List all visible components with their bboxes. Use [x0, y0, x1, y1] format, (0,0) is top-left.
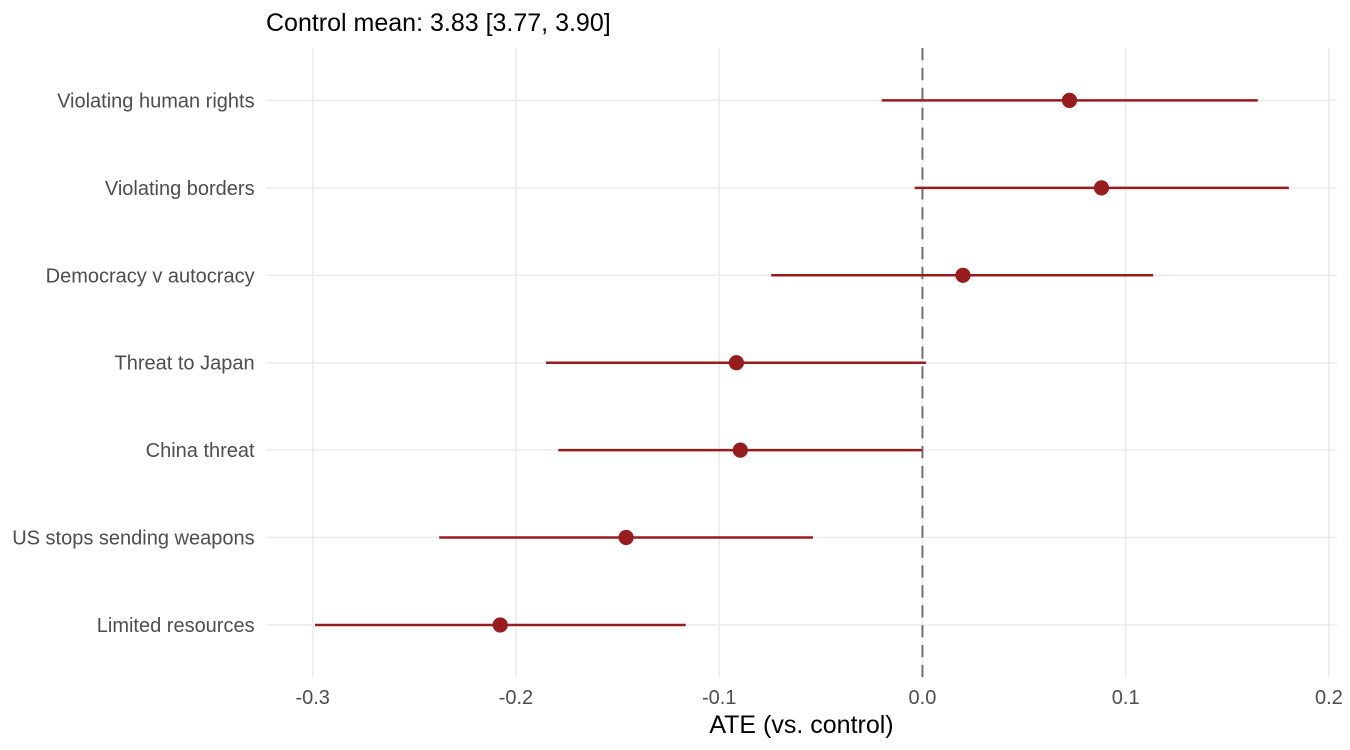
svg-text:-0.3: -0.3: [295, 687, 329, 709]
svg-text:Violating borders: Violating borders: [105, 178, 255, 200]
svg-text:US stops sending weapons: US stops sending weapons: [12, 528, 254, 550]
svg-text:Control mean: 3.83 [3.77, 3.90: Control mean: 3.83 [3.77, 3.90]: [266, 9, 611, 37]
svg-text:Violating human rights: Violating human rights: [57, 90, 255, 112]
svg-text:Democracy v autocracy: Democracy v autocracy: [46, 265, 255, 287]
svg-text:China threat: China threat: [146, 440, 255, 462]
svg-text:-0.1: -0.1: [702, 687, 736, 709]
svg-text:-0.2: -0.2: [499, 687, 533, 709]
svg-text:0.0: 0.0: [909, 687, 937, 709]
svg-text:Limited resources: Limited resources: [97, 615, 255, 637]
svg-text:Threat to Japan: Threat to Japan: [115, 353, 255, 375]
svg-text:ATE (vs. control): ATE (vs. control): [709, 711, 893, 739]
svg-text:0.1: 0.1: [1112, 687, 1140, 709]
svg-text:0.2: 0.2: [1315, 687, 1343, 709]
